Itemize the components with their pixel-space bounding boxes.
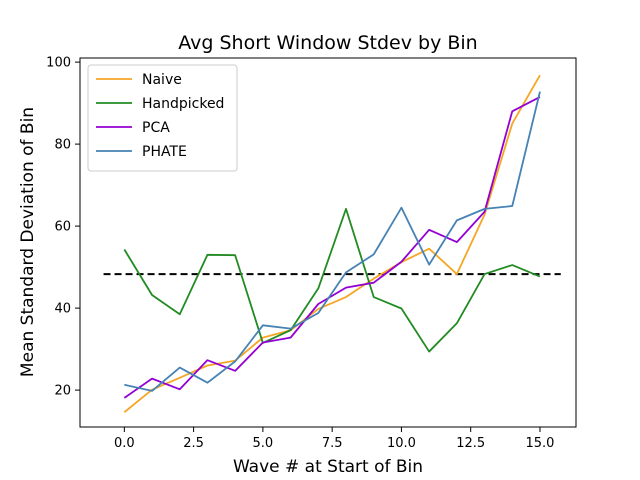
x-tick-label: 12.5 xyxy=(456,436,485,451)
y-tick-label: 40 xyxy=(54,302,71,317)
chart-title: Avg Short Window Stdev by Bin xyxy=(178,32,477,54)
x-tick-label: 5.0 xyxy=(253,436,274,451)
x-axis-label: Wave # at Start of Bin xyxy=(233,457,423,477)
plot-frame xyxy=(79,57,577,428)
y-tick-label: 100 xyxy=(46,56,71,71)
y-tick-label: 60 xyxy=(54,220,71,235)
legend-label: Naive xyxy=(142,72,182,88)
x-tick-label: 10.0 xyxy=(387,436,416,451)
y-tick-label: 80 xyxy=(54,138,71,153)
legend-label: Handpicked xyxy=(142,96,224,112)
x-tick-label: 7.5 xyxy=(322,436,343,451)
plot-area xyxy=(103,74,561,413)
legend-box xyxy=(87,64,238,172)
series-line-handpicked xyxy=(123,207,541,353)
y-tick-label: 20 xyxy=(54,384,71,399)
x-tick-label: 0.0 xyxy=(114,436,135,451)
x-tick-label: 2.5 xyxy=(183,436,204,451)
series-line-naive xyxy=(123,74,541,413)
legend-label: PCA xyxy=(142,120,170,136)
legend-label: PHATE xyxy=(142,144,187,160)
x-axis: 0.0 2.5 5.0 7.5 10.0 12.5 15.0 xyxy=(114,427,554,451)
y-axis-label: Mean Standard Deviation of Bin xyxy=(18,107,38,377)
x-tick-label: 15.0 xyxy=(526,436,555,451)
series-line-phate xyxy=(124,91,541,392)
y-axis: 20 40 60 80 100 xyxy=(46,56,80,399)
legend: Naive Handpicked PCA PHATE xyxy=(87,64,238,172)
